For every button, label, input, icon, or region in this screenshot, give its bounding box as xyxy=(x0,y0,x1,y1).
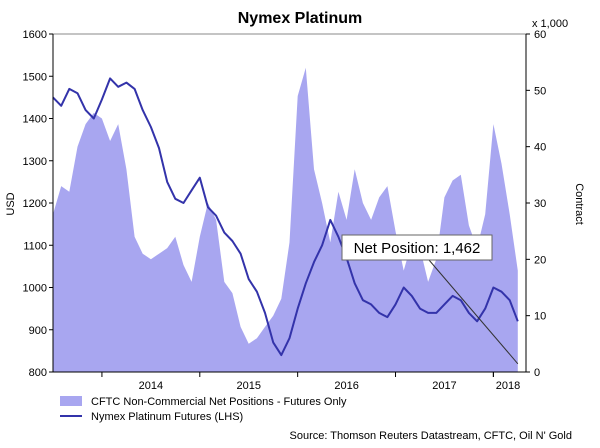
annotation-box xyxy=(341,234,493,261)
plot-area xyxy=(52,33,527,373)
series-line-platinum-futures xyxy=(52,77,519,357)
right-tick-label: 40 xyxy=(534,142,546,154)
net-position-annotation: Net Position: 1,462 xyxy=(341,234,519,365)
left-tick-label: 1100 xyxy=(23,240,47,252)
x-tick-label: 2017 xyxy=(432,380,456,392)
x-tick-label: 2014 xyxy=(139,380,163,392)
source-note: Source: Thomson Reuters Datastream, CFTC… xyxy=(290,430,573,442)
legend-item-line: Nymex Platinum Futures (LHS) xyxy=(60,411,243,423)
x-tick-label: 2015 xyxy=(236,380,260,392)
left-tick-label: 1400 xyxy=(23,114,47,126)
left-tick-label: 800 xyxy=(29,367,47,379)
x-tick-label: 2016 xyxy=(334,380,358,392)
right-tick-label: 60 xyxy=(534,29,546,41)
series-area-net-positions xyxy=(53,67,518,373)
right-tick-label: 10 xyxy=(534,311,546,323)
left-tick-label: 1200 xyxy=(23,198,47,210)
chart-title: Nymex Platinum xyxy=(238,10,362,27)
legend: CFTC Non-Commercial Net Positions - Futu… xyxy=(60,396,347,423)
right-axis-label: Contract xyxy=(573,183,585,225)
legend-label-line: Nymex Platinum Futures (LHS) xyxy=(91,411,243,423)
right-unit-note: x 1,000 xyxy=(532,18,568,30)
x-axis: 2014 2015 2016 2017 2018 xyxy=(53,371,526,392)
left-tick-label: 1500 xyxy=(23,71,47,83)
left-tick-label: 1600 xyxy=(23,29,47,41)
legend-swatch-area xyxy=(60,396,82,406)
legend-item-area: CFTC Non-Commercial Net Positions - Futu… xyxy=(60,396,347,408)
left-axis-label: USD xyxy=(5,192,17,215)
right-tick-label: 20 xyxy=(534,254,546,266)
right-axis: 0 10 20 30 40 50 60 xyxy=(525,29,546,379)
left-tick-label: 1000 xyxy=(23,283,47,295)
right-tick-label: 30 xyxy=(534,198,546,210)
right-tick-label: 50 xyxy=(534,85,546,97)
right-tick-label: 0 xyxy=(534,367,540,379)
left-tick-label: 900 xyxy=(29,325,47,337)
left-axis: 800 900 1000 1100 1200 1300 1400 1500 1600 xyxy=(23,29,54,379)
legend-label-area: CFTC Non-Commercial Net Positions - Futu… xyxy=(91,396,347,408)
annotation-text: Net Position: 1,462 xyxy=(354,240,481,257)
annotation-leader-line xyxy=(428,259,519,365)
x-tick-label: 2018 xyxy=(496,380,520,392)
left-tick-label: 1300 xyxy=(23,156,47,168)
